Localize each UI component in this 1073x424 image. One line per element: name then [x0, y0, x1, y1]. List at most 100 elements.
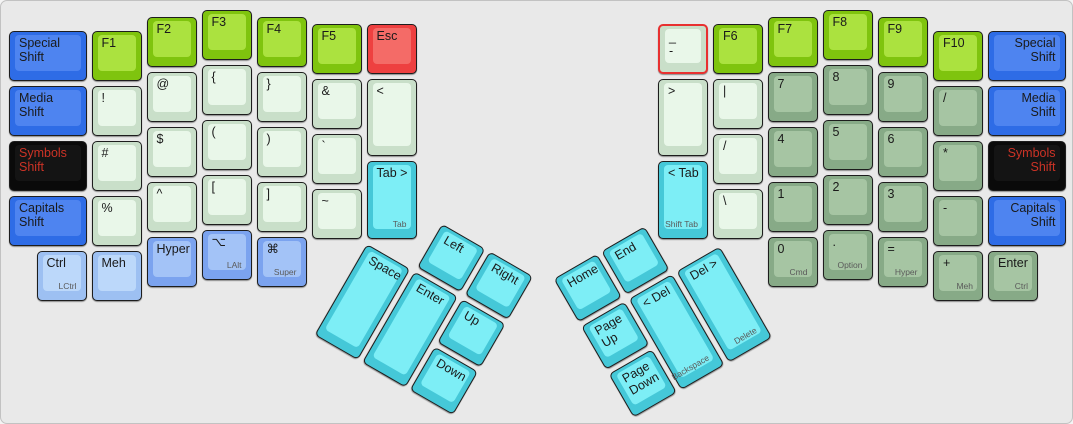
- key-percent[interactable]: %: [91, 195, 142, 246]
- key-esc[interactable]: Esc: [366, 23, 417, 74]
- key-num-slash[interactable]: /: [933, 85, 983, 136]
- key-num-0[interactable]: 0 Cmd: [767, 236, 818, 287]
- key-num-4[interactable]: 4: [767, 126, 818, 177]
- key-label: Esc: [376, 28, 398, 43]
- key-label: {: [211, 70, 216, 84]
- key-f10[interactable]: F10: [933, 30, 983, 81]
- key-label: Special Shift: [19, 35, 60, 64]
- key-f5[interactable]: F5: [311, 23, 362, 74]
- key-tab[interactable]: Tab > Tab: [366, 161, 417, 239]
- key-dollar[interactable]: $: [146, 126, 197, 177]
- key-open-paren[interactable]: (: [201, 120, 252, 170]
- key-meh[interactable]: Meh: [91, 250, 142, 301]
- key-hyper-left[interactable]: Hyper: [146, 236, 197, 287]
- key-label: Special Shift: [1014, 35, 1056, 64]
- key-capitals-shift-left[interactable]: Capitals Shift: [9, 195, 87, 246]
- key-tilde[interactable]: ~: [311, 188, 362, 239]
- key-underscore-dash[interactable]: _ -: [658, 23, 708, 74]
- key-label: 6: [887, 131, 895, 146]
- key-super[interactable]: ⌘ Super: [256, 236, 307, 287]
- key-sublabel: Delete: [732, 324, 759, 346]
- key-symbols-shift-right[interactable]: Symbols Shift: [988, 140, 1066, 191]
- key-label: Down: [433, 355, 469, 384]
- key-pipe[interactable]: |: [713, 78, 763, 129]
- key-backtick[interactable]: `: [311, 133, 362, 184]
- key-label: Symbols Shift: [19, 145, 67, 174]
- key-lctrl[interactable]: Ctrl LCtrl: [36, 250, 87, 301]
- key-num-dot[interactable]: . Option: [822, 230, 873, 280]
- key-num-5[interactable]: 5: [822, 120, 873, 170]
- key-f6[interactable]: F6: [713, 23, 763, 74]
- key-label: Right: [488, 260, 521, 288]
- key-exclamation[interactable]: !: [91, 85, 142, 136]
- key-equals[interactable]: = Hyper: [877, 236, 928, 287]
- key-label: Capitals Shift: [19, 200, 65, 229]
- key-close-bracket[interactable]: ]: [256, 181, 307, 232]
- key-num-8[interactable]: 8: [822, 65, 873, 115]
- key-label: #: [101, 145, 109, 160]
- key-label: -: [943, 200, 948, 215]
- key-label: ): [266, 131, 271, 146]
- key-at[interactable]: @: [146, 71, 197, 122]
- key-label: Capitals Shift: [1010, 200, 1056, 229]
- key-num-7[interactable]: 7: [767, 71, 818, 122]
- key-label: *: [943, 145, 948, 160]
- key-special-shift-left[interactable]: Special Shift: [9, 30, 87, 81]
- key-shift-tab[interactable]: < Tab Shift Tab: [658, 161, 708, 239]
- key-greater-than[interactable]: >: [658, 78, 708, 157]
- key-label: +: [943, 255, 951, 270]
- key-label: Space: [365, 253, 404, 283]
- key-open-brace[interactable]: {: [201, 65, 252, 115]
- key-caret[interactable]: ^: [146, 181, 197, 232]
- key-f1[interactable]: F1: [91, 30, 142, 81]
- key-hash[interactable]: #: [91, 140, 142, 191]
- key-label: (: [211, 125, 216, 139]
- key-close-brace[interactable]: }: [256, 71, 307, 122]
- key-num-9[interactable]: 9: [877, 71, 928, 122]
- key-label: 9: [887, 76, 895, 91]
- key-enter-right[interactable]: Enter Ctrl: [988, 250, 1038, 301]
- key-num-asterisk[interactable]: *: [933, 140, 983, 191]
- key-f4[interactable]: F4: [256, 16, 307, 67]
- key-label: ]: [266, 186, 270, 201]
- key-f2[interactable]: F2: [146, 16, 197, 67]
- key-num-6[interactable]: 6: [877, 126, 928, 177]
- key-ampersand[interactable]: &: [311, 78, 362, 129]
- key-sublabel: Ctrl: [1014, 280, 1028, 291]
- key-label: Media Shift: [1021, 90, 1056, 119]
- key-num-1[interactable]: 1: [767, 181, 818, 232]
- key-f3[interactable]: F3: [201, 10, 252, 60]
- key-media-shift-left[interactable]: Media Shift: [9, 85, 87, 136]
- key-num-3[interactable]: 3: [877, 181, 928, 232]
- key-num-minus[interactable]: -: [933, 195, 983, 246]
- key-num-2[interactable]: 2: [822, 175, 873, 225]
- key-f7[interactable]: F7: [767, 16, 818, 67]
- key-close-paren[interactable]: ): [256, 126, 307, 177]
- key-f9[interactable]: F9: [877, 16, 928, 67]
- key-label: Enter: [413, 280, 447, 308]
- key-lalt[interactable]: ⌥ LAlt: [201, 230, 252, 280]
- key-label: /: [943, 90, 947, 105]
- key-symbols-shift-left[interactable]: Symbols Shift: [9, 140, 87, 191]
- key-special-shift-right[interactable]: Special Shift: [988, 30, 1066, 81]
- key-label: \: [723, 193, 727, 208]
- key-capitals-shift-right[interactable]: Capitals Shift: [988, 195, 1066, 246]
- key-label: 4: [777, 131, 785, 146]
- key-media-shift-right[interactable]: Media Shift: [988, 85, 1066, 136]
- key-label: Page Down: [619, 358, 662, 398]
- key-label: F9: [887, 21, 903, 36]
- key-less-than[interactable]: <: [366, 78, 417, 157]
- key-label: Meh: [101, 255, 126, 270]
- key-label: /: [723, 138, 727, 153]
- key-label: 5: [832, 125, 840, 139]
- key-num-plus[interactable]: + Meh: [933, 250, 983, 301]
- key-label: $: [156, 131, 164, 146]
- key-label: 8: [832, 70, 840, 84]
- key-label: >: [668, 83, 676, 98]
- key-label: .: [832, 235, 836, 249]
- key-slash[interactable]: /: [713, 133, 763, 184]
- key-open-bracket[interactable]: [: [201, 175, 252, 225]
- key-f8[interactable]: F8: [822, 10, 873, 60]
- key-backslash[interactable]: \: [713, 188, 763, 239]
